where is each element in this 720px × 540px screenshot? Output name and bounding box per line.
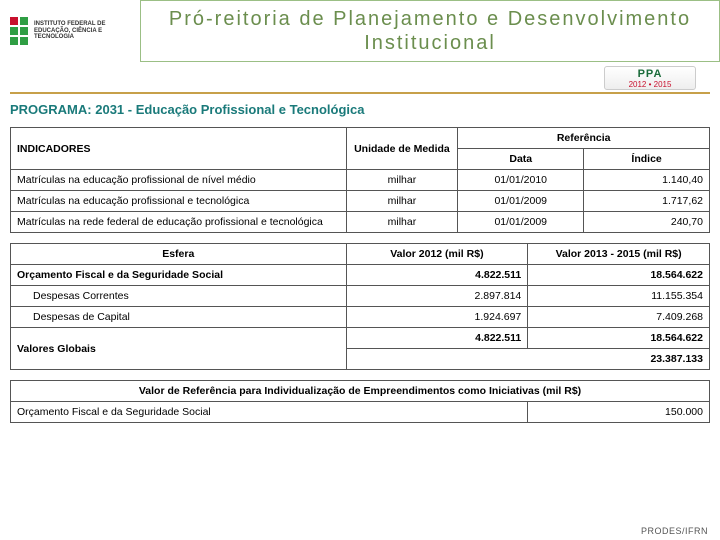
cell-unidade: milhar [346,170,458,191]
table-row: Matrículas na educação profissional e te… [11,191,710,212]
table-row: Matrículas na rede federal de educação p… [11,212,710,233]
content: INDICADORES Unidade de Medida Referência… [0,127,720,423]
table-row: Despesas Correntes2.897.81411.155.354 [11,286,710,307]
th-indicadores: INDICADORES [11,128,347,170]
ppa-years: 2012 • 2015 [629,80,672,89]
programa-label: PROGRAMA: [10,102,92,117]
cell-unidade: milhar [346,191,458,212]
programa-heading: PROGRAMA: 2031 - Educação Profissional e… [0,100,720,127]
cell-indice: 1.717,62 [584,191,710,212]
cell-v2012: 2.897.814 [346,286,528,307]
footer: PRODES/IFRN [641,526,708,536]
cell-total-2012: 4.822.511 [346,328,528,349]
divider [10,92,710,94]
cell-indicador: Matrículas na educação profissional e te… [11,191,347,212]
logo-text: INSTITUTO FEDERAL DE EDUCAÇÃO, CIÊNCIA E… [34,21,130,41]
cell-total-2013: 18.564.622 [528,328,710,349]
table-row: Orçamento Fiscal e da Seguridade Social … [11,402,710,423]
page-title: Pró-reitoria de Planejamento e Desenvolv… [153,7,707,55]
valores-table: Esfera Valor 2012 (mil R$) Valor 2013 - … [10,243,710,370]
th-referencia: Referência [458,128,710,149]
table-row: Orçamento Fiscal e da Seguridade Social4… [11,265,710,286]
table-row: Matrículas na educação profissional de n… [11,170,710,191]
ppa-row: PPA 2012 • 2015 [0,62,720,92]
cell-indice: 240,70 [584,212,710,233]
table-row: Despesas de Capital1.924.6977.409.268 [11,307,710,328]
cell-v2012: 4.822.511 [346,265,528,286]
ref-label: Orçamento Fiscal e da Seguridade Social [11,402,528,423]
cell-data: 01/01/2009 [458,212,584,233]
th-v2013: Valor 2013 - 2015 (mil R$) [528,244,710,265]
table-row-total: Valores Globais4.822.51118.564.622 [11,328,710,349]
ppa-badge: PPA 2012 • 2015 [604,66,696,90]
cell-esfera: Despesas Correntes [11,286,347,307]
cell-v2013: 11.155.354 [528,286,710,307]
cell-grand-total: 23.387.133 [346,349,709,370]
ppa-label: PPA [638,68,663,80]
programa-value: 2031 - Educação Profissional e Tecnológi… [95,102,364,117]
cell-v2013: 18.564.622 [528,265,710,286]
th-esfera: Esfera [11,244,347,265]
institution-logo: INSTITUTO FEDERAL DE EDUCAÇÃO, CIÊNCIA E… [0,0,140,62]
cell-unidade: milhar [346,212,458,233]
th-v2012: Valor 2012 (mil R$) [346,244,528,265]
cell-v2013: 7.409.268 [528,307,710,328]
cell-indicador: Matrículas na rede federal de educação p… [11,212,347,233]
th-referencia-full: Valor de Referência para Individualizaçã… [11,381,710,402]
logo-icon [10,17,28,45]
cell-data: 01/01/2010 [458,170,584,191]
cell-indicador: Matrículas na educação profissional de n… [11,170,347,191]
cell-data: 01/01/2009 [458,191,584,212]
th-indice: Índice [584,149,710,170]
cell-esfera: Despesas de Capital [11,307,347,328]
ref-value: 150.000 [528,402,710,423]
header: INSTITUTO FEDERAL DE EDUCAÇÃO, CIÊNCIA E… [0,0,720,62]
th-data: Data [458,149,584,170]
cell-esfera: Orçamento Fiscal e da Seguridade Social [11,265,347,286]
cell-indice: 1.140,40 [584,170,710,191]
referencia-table: Valor de Referência para Individualizaçã… [10,380,710,423]
cell-v2012: 1.924.697 [346,307,528,328]
indicadores-table: INDICADORES Unidade de Medida Referência… [10,127,710,233]
cell-valores-globais: Valores Globais [11,328,347,370]
title-box: Pró-reitoria de Planejamento e Desenvolv… [140,0,720,62]
th-unidade: Unidade de Medida [346,128,458,170]
